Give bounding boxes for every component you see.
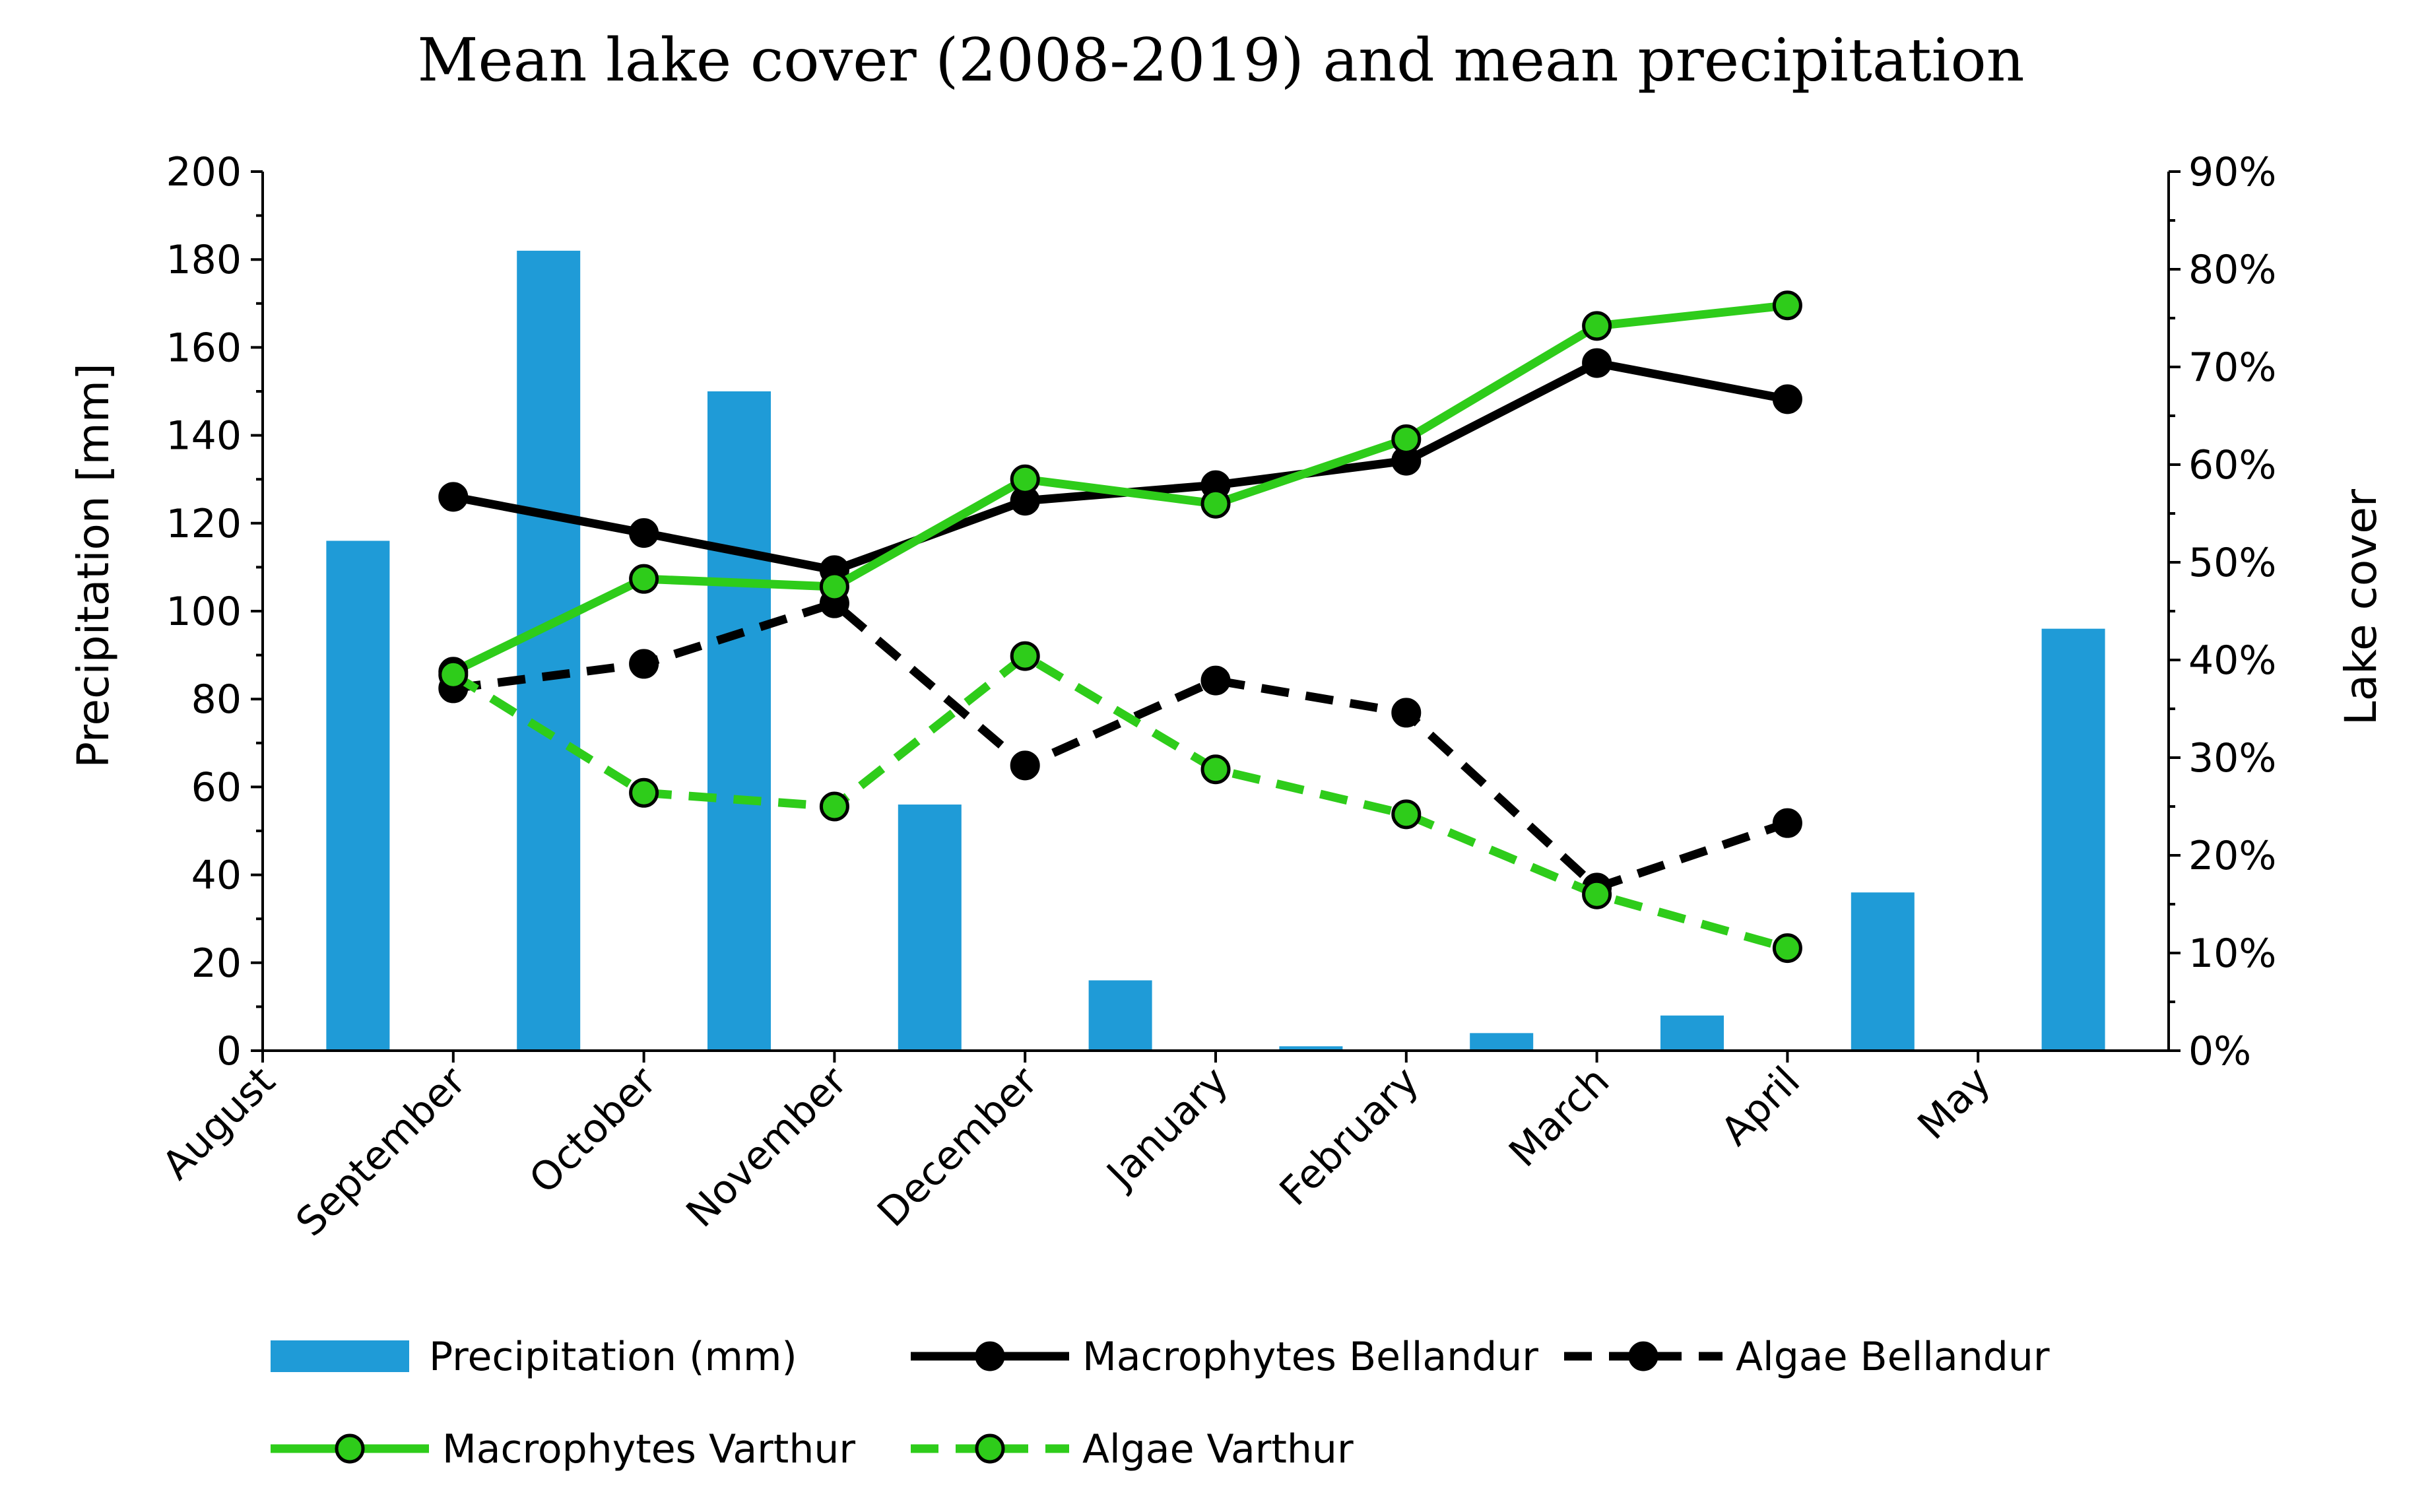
series-marker xyxy=(1772,384,1802,414)
series-marker xyxy=(438,659,469,690)
bar xyxy=(1660,1015,1724,1051)
legend-item: Algae Bellandur xyxy=(1564,1334,2050,1380)
legend-label: Algae Bellandur xyxy=(1736,1334,2050,1380)
legend-item: Precipitation (mm) xyxy=(271,1334,797,1380)
axes: 0 20 40 60 80 100 120 140 160 180 200 0% 10% 20% 30% 40… xyxy=(154,149,2277,1245)
y2-tick-label: 40% xyxy=(2188,638,2276,684)
legend-marker xyxy=(975,1433,1005,1464)
y-tick-label: 160 xyxy=(166,325,242,371)
series-marker xyxy=(1200,665,1231,696)
series-marker xyxy=(819,572,849,602)
line-series xyxy=(438,290,1802,964)
y-tick-label: 200 xyxy=(166,149,242,195)
x-tick-label: April xyxy=(1713,1058,1809,1154)
y-tick-label: 40 xyxy=(191,853,242,899)
series-marker xyxy=(1391,698,1422,728)
legend-item: Macrophytes Varthur xyxy=(271,1426,855,1472)
y2-tick-label: 60% xyxy=(2188,442,2276,488)
series-marker xyxy=(1582,348,1612,378)
series-marker xyxy=(1582,879,1612,909)
series-line xyxy=(452,599,1789,892)
x-tick-label: October xyxy=(521,1058,666,1203)
bar xyxy=(517,250,581,1051)
x-tick-label: November xyxy=(678,1058,856,1236)
series-marker xyxy=(819,791,849,822)
series-marker xyxy=(1772,933,1802,964)
y-tick-label: 180 xyxy=(166,237,242,283)
series-marker xyxy=(1200,488,1231,519)
legend-marker xyxy=(335,1433,365,1464)
x-tick-label: September xyxy=(287,1058,475,1245)
chart-title: Mean lake cover (2008-2019) and mean pre… xyxy=(417,26,2024,95)
series-line xyxy=(451,651,1789,952)
y-tick-label: 80 xyxy=(191,676,242,723)
bar xyxy=(898,805,962,1051)
legend-item: Algae Varthur xyxy=(911,1426,1354,1472)
series-marker xyxy=(1582,311,1612,341)
bar xyxy=(707,391,771,1051)
legend-label: Precipitation (mm) xyxy=(429,1334,797,1380)
bar xyxy=(2041,628,2105,1051)
y2-tick-label: 0% xyxy=(2188,1028,2251,1074)
y2-tick-label: 20% xyxy=(2188,833,2276,879)
series-marker xyxy=(629,564,659,594)
series-marker xyxy=(629,777,659,808)
series-marker xyxy=(1772,808,1802,838)
y2-tick-label: 50% xyxy=(2188,540,2276,586)
series-marker xyxy=(629,518,659,548)
bar xyxy=(1851,892,1915,1051)
legend-label: Macrophytes Bellandur xyxy=(1082,1334,1538,1380)
bar xyxy=(326,541,390,1051)
y-tick-label: 60 xyxy=(191,764,242,810)
legend-label: Macrophytes Varthur xyxy=(442,1426,855,1472)
legend-marker xyxy=(1628,1341,1658,1371)
legend-swatch xyxy=(271,1340,409,1372)
series-marker xyxy=(1010,464,1040,494)
series-marker xyxy=(1391,424,1422,455)
x-tick-label: May xyxy=(1909,1058,2000,1148)
legend: Precipitation (mm) Macrophytes Bellandur A… xyxy=(271,1334,2050,1472)
legend-label: Algae Varthur xyxy=(1082,1426,1354,1472)
series-marker xyxy=(1010,641,1040,671)
y-tick-label: 20 xyxy=(191,940,242,987)
bar xyxy=(1470,1033,1534,1051)
x-tick-label: August xyxy=(154,1058,284,1189)
y-tick-label: 140 xyxy=(166,413,242,459)
series-line xyxy=(451,301,1788,676)
bar-series xyxy=(326,250,2105,1051)
series-marker xyxy=(629,649,659,679)
x-tick-label: December xyxy=(869,1058,1047,1236)
legend-item: Macrophytes Bellandur xyxy=(911,1334,1538,1380)
legend-marker xyxy=(975,1341,1005,1371)
y2-tick-label: 90% xyxy=(2188,149,2276,195)
series-marker xyxy=(1772,290,1802,321)
series-marker xyxy=(438,482,469,512)
y2-tick-label: 80% xyxy=(2188,247,2276,293)
bar xyxy=(1279,1046,1343,1051)
y2-tick-label: 10% xyxy=(2188,931,2276,977)
series-marker xyxy=(1200,754,1231,785)
x-tick-label: February xyxy=(1271,1058,1427,1214)
series-marker xyxy=(1391,799,1422,830)
x-tick-label: March xyxy=(1500,1058,1618,1176)
y-tick-label: 100 xyxy=(166,589,242,635)
y-tick-label: 120 xyxy=(166,501,242,547)
y-tick-label: 0 xyxy=(216,1028,242,1074)
bar xyxy=(1088,980,1152,1051)
y2-tick-label: 70% xyxy=(2188,345,2276,391)
y2-axis-label: Lake cover xyxy=(2336,488,2386,725)
series-marker xyxy=(1010,750,1040,781)
y2-tick-label: 30% xyxy=(2188,735,2276,781)
x-tick-label: January xyxy=(1096,1058,1237,1199)
y-axis-label: Precipitation [mm] xyxy=(68,363,119,768)
